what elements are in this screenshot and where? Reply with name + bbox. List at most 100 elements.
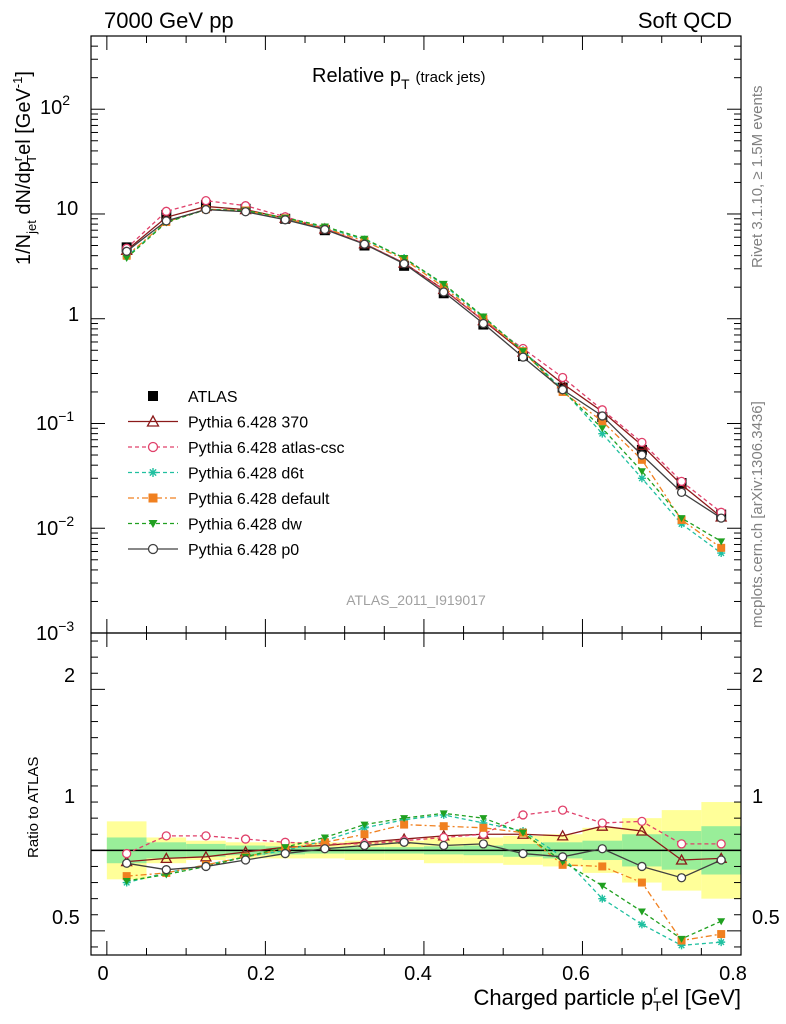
ratio-point [400, 820, 409, 829]
ratio-point [597, 818, 607, 828]
ratio-line [126, 823, 722, 942]
xtick-label-08: 0.8 [719, 963, 747, 985]
ratio-point [160, 852, 173, 864]
legend-marker [148, 391, 158, 401]
series-line [126, 208, 722, 519]
data-point [161, 216, 171, 226]
data-point [557, 385, 568, 395]
data-point [320, 224, 330, 235]
ratio-point [557, 852, 568, 862]
ratio-line [126, 812, 722, 940]
data-point [399, 259, 409, 269]
ratio-point [598, 882, 607, 890]
ratio-point [677, 941, 686, 950]
ratio-point [280, 848, 290, 859]
ratio-point [320, 834, 329, 842]
ratio-point [439, 840, 449, 851]
title-main: Relative p [312, 65, 401, 87]
ytick-label-1em1: 10−1 [36, 408, 74, 435]
data-point [717, 543, 726, 552]
series-6 [122, 204, 726, 523]
ratio-point [479, 815, 488, 823]
ratio-point [519, 829, 528, 837]
data-point [598, 417, 607, 426]
xtick-label-04: 0.4 [404, 963, 432, 985]
series-line [126, 205, 722, 518]
data-point [676, 487, 687, 498]
ratio-point [637, 861, 647, 872]
legend-marker [146, 414, 160, 427]
ratio-point [320, 844, 330, 854]
ratio-series-5 [122, 837, 726, 883]
ytick-label-1em2: 10−2 [36, 513, 74, 540]
title-suffix: (track jets) [416, 69, 486, 86]
ratio-point [716, 855, 726, 865]
main-ylabel: 1/Njet dN/dprTel [GeV-1] [10, 71, 39, 265]
ratio-point [677, 935, 686, 943]
data-point [717, 549, 726, 558]
ratio-point [556, 829, 569, 841]
ratio-point [479, 818, 488, 827]
ratio-point [598, 894, 607, 903]
data-point [201, 196, 211, 206]
data-point [716, 513, 726, 523]
ratio-point [676, 839, 687, 849]
ratio-point [281, 844, 290, 852]
data-point [519, 348, 528, 356]
ratio-point [717, 918, 726, 926]
data-point [360, 235, 369, 243]
header-right: Soft QCD [638, 8, 732, 33]
ratio-point [122, 877, 131, 885]
ratio-point [676, 873, 687, 883]
side-label-upper: Rivet 3.1.10, ≥ 1.5M events [749, 86, 766, 269]
data-point [122, 254, 131, 262]
ratio-point [122, 858, 132, 868]
ratio-series-layer [120, 805, 728, 950]
ratio-point [518, 810, 528, 820]
header-left: 7000 GeV pp [104, 8, 234, 33]
data-point [598, 429, 607, 438]
side-label-lower: mcplots.cern.ch [arXiv:1306.3436] [749, 401, 766, 628]
legend-marker [147, 543, 159, 555]
ratio-point [201, 831, 211, 841]
legend-label: Pythia 6.428 370 [188, 415, 308, 432]
main-series-layer [120, 196, 728, 558]
legend: ATLAS Pythia 6.428 370 Pythia 6.428 atlas-… [128, 389, 345, 559]
data-point [637, 450, 647, 460]
ratio-point [637, 908, 646, 916]
analysis-tag: ATLAS_2011_I919017 [346, 592, 486, 608]
ratio-point [439, 810, 448, 818]
ratio-line [126, 841, 722, 879]
ratio-point [359, 840, 370, 851]
legend-label: Pythia 6.428 p0 [188, 542, 299, 559]
ratio-point [637, 816, 647, 827]
legend-marker [147, 441, 159, 453]
data-point [201, 204, 211, 215]
ratio-point [399, 837, 409, 847]
data-point [557, 372, 568, 383]
legend-entry-0: ATLAS [148, 389, 238, 406]
legend-entry-1: Pythia 6.428 370 [128, 415, 308, 432]
data-point [400, 254, 409, 262]
ratio-point [320, 838, 329, 847]
data-point [637, 468, 646, 476]
ratio-line [126, 825, 722, 863]
xtick-label-06: 0.6 [562, 963, 590, 985]
ratio-point [240, 855, 251, 865]
data-point [637, 474, 646, 483]
ratio-ytick-label-05: 0.5 [52, 907, 80, 929]
legend-label: ATLAS [188, 389, 238, 406]
ratio-point [439, 822, 448, 831]
data-point [479, 313, 488, 321]
ratio-ylabel: Ratio to ATLAS [25, 757, 42, 858]
ratio-point [201, 861, 211, 872]
ratio-ytick-label-1: 1 [64, 786, 75, 808]
ratio-ytick-labels: 2 1 0.5 2 1 0.5 [52, 665, 780, 929]
ratio-point [122, 872, 131, 881]
ratio-point [360, 830, 369, 839]
ratio-point [122, 848, 132, 859]
legend-label: Pythia 6.428 atlas-csc [188, 440, 345, 457]
ratio-point [199, 850, 213, 862]
series-line [126, 200, 722, 513]
